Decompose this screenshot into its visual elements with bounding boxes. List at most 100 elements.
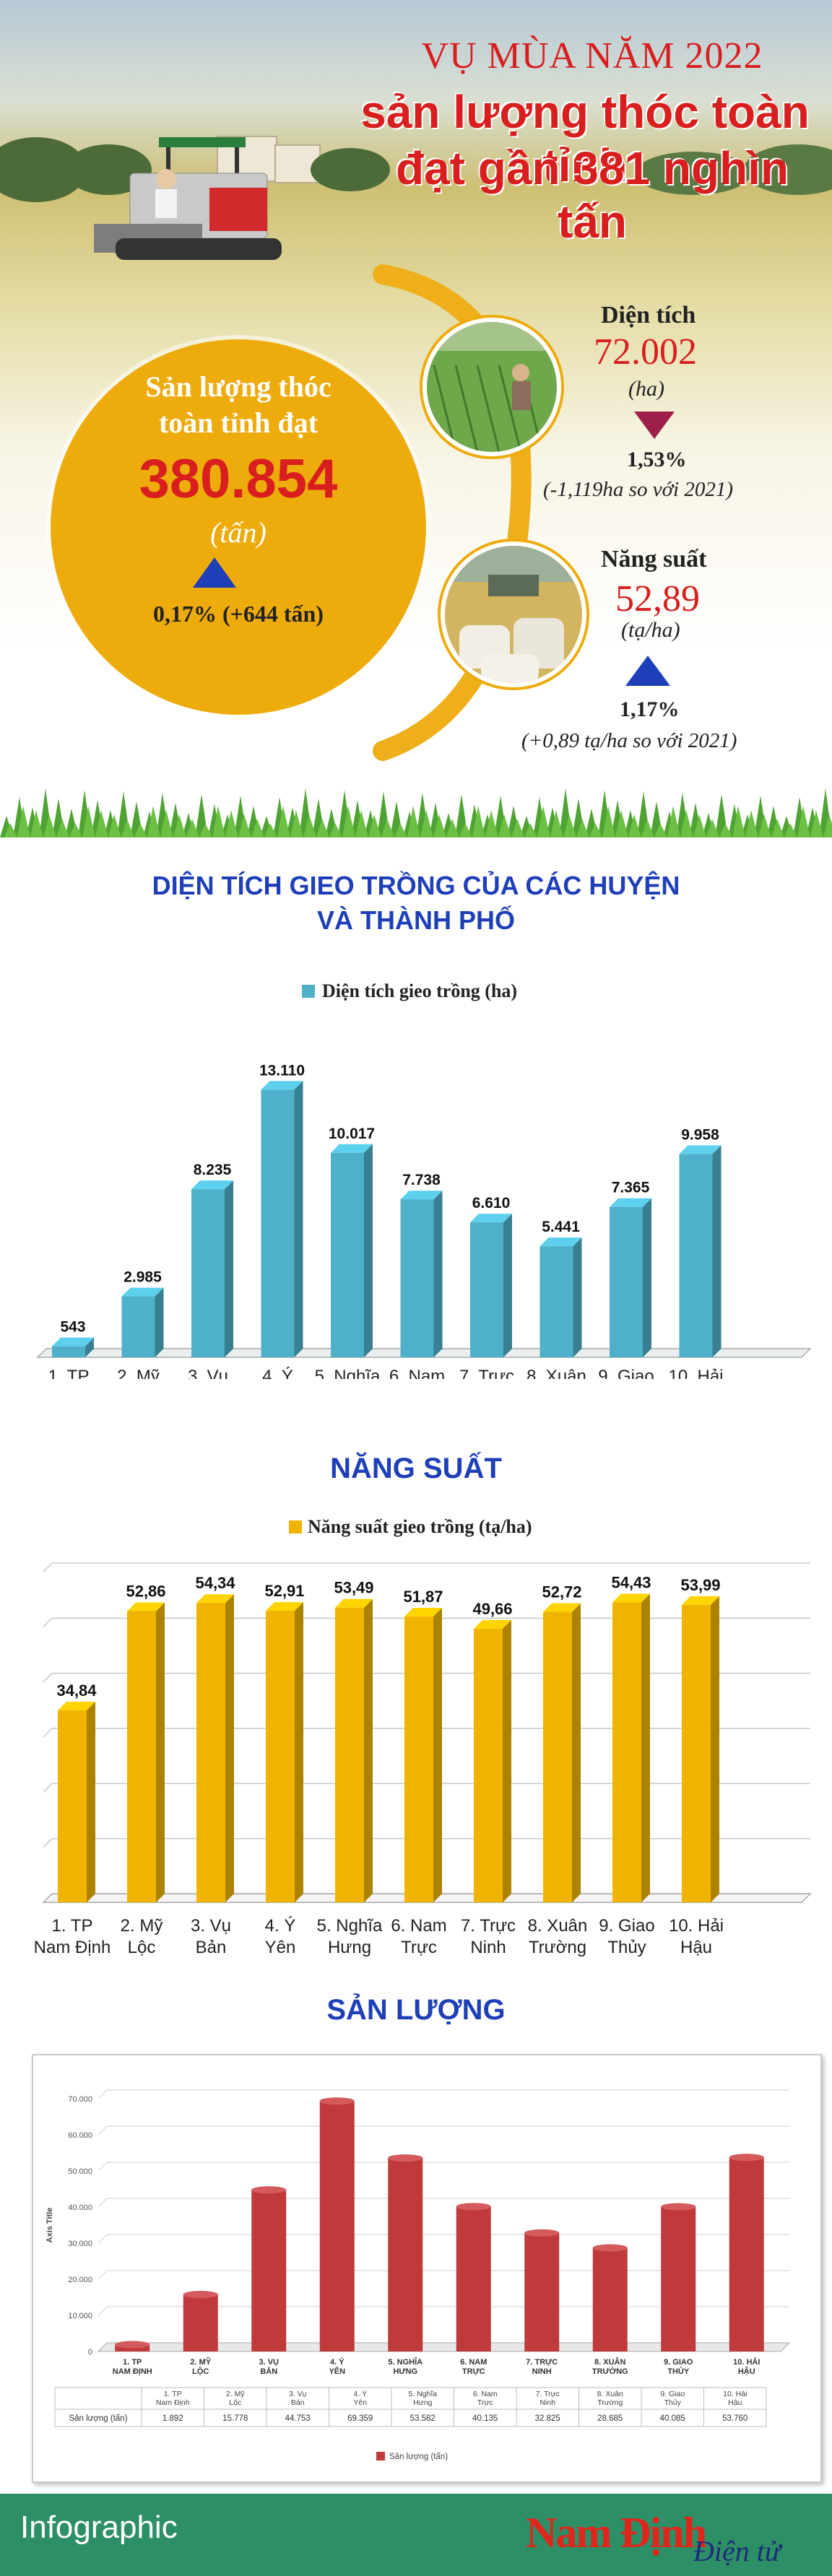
value-label: 52,86 xyxy=(126,1583,165,1601)
gridline xyxy=(43,1562,53,1572)
table-header-cell xyxy=(329,2387,392,2410)
bar-top xyxy=(261,1081,303,1090)
bar-10 xyxy=(729,2154,764,2351)
bar-top xyxy=(127,1602,165,1611)
table-value-cell xyxy=(329,2409,392,2427)
bar-8 xyxy=(543,1611,572,1902)
bar-6 xyxy=(404,1616,433,1902)
value-label: 13.110 xyxy=(259,1062,305,1079)
gridline xyxy=(43,1617,53,1627)
value-label: 543 xyxy=(60,1319,85,1336)
table-header-label: 8. Xuân Trường xyxy=(597,2390,623,2407)
output-bar-chart: 0 10.000 20.000 30.000 40.000 50.000 60.000 70.… xyxy=(46,2089,791,2461)
bar-top xyxy=(400,1191,443,1200)
gridline xyxy=(98,2234,108,2244)
bar-top xyxy=(183,2291,218,2299)
area-section-title-1: DIỆN TÍCH GIEO TRỒNG CỦA CÁC HUYỆN xyxy=(152,871,680,900)
table-header-label: 2. Mỹ Lộc xyxy=(226,2390,245,2407)
bar-side xyxy=(711,1596,719,1902)
bar-side xyxy=(225,1594,234,1902)
logo-text: Nam Định xyxy=(526,2509,707,2557)
yield-section-title: NĂNG SUẤT xyxy=(330,1453,502,1484)
y-tick-label: 20.000 xyxy=(68,2276,92,2284)
bar-side xyxy=(433,1608,442,1902)
bar-side xyxy=(503,1214,512,1357)
summary-unit: (tấn) xyxy=(210,516,266,549)
bar-top xyxy=(319,2097,355,2105)
category-label: 8. XUÂN TRƯỜNG xyxy=(592,2357,628,2376)
down-triangle-icon xyxy=(634,412,675,439)
bar-2 xyxy=(127,1611,156,1902)
bar-7 xyxy=(470,1222,503,1357)
value-label: 53,49 xyxy=(334,1579,373,1597)
production-summary-circle: Sản lượng thóc toàn tỉnh đạt 380.854 (tấ… xyxy=(51,339,426,715)
y-tick-label: 70.000 xyxy=(68,2095,92,2104)
bar-side xyxy=(572,1603,581,1902)
category-label: 9. GIAO THỦY xyxy=(664,2358,693,2376)
table-header-label: 9. Giao Thủy xyxy=(660,2390,685,2407)
value-label: 51,87 xyxy=(403,1588,443,1606)
gridline xyxy=(98,2125,108,2136)
bar-side xyxy=(364,1144,373,1357)
gridline xyxy=(43,1673,53,1683)
table-value: 53.760 xyxy=(722,2414,748,2423)
gridline xyxy=(43,1728,53,1738)
bar-top xyxy=(661,2203,696,2211)
gridline xyxy=(98,2306,108,2316)
bar-top xyxy=(679,1145,722,1154)
table-header-cell xyxy=(641,2387,704,2410)
table-value: 69.359 xyxy=(347,2414,373,2423)
bar-top xyxy=(388,2154,423,2162)
bar-5 xyxy=(335,1607,364,1902)
bar-2 xyxy=(121,1296,155,1357)
bar-side xyxy=(87,1702,95,1902)
bar-7 xyxy=(524,2229,560,2351)
bar-side xyxy=(156,1602,165,1902)
bar-5 xyxy=(388,2154,423,2351)
table-value: 40.085 xyxy=(660,2414,685,2423)
bar-side xyxy=(503,1619,511,1902)
value-label: 7.365 xyxy=(612,1180,650,1196)
bar-top xyxy=(196,1594,234,1604)
summary-value: 380.854 xyxy=(139,448,338,510)
table-header-label: 6. Nam Trực xyxy=(473,2390,498,2407)
grass-decoration xyxy=(0,788,832,837)
bar-7 xyxy=(474,1628,503,1902)
output-chart-frame: 0 10.000 20.000 30.000 40.000 50.000 60.000 70.… xyxy=(32,2054,822,2483)
bar-top xyxy=(474,1619,511,1629)
category-label: 5. NGHĨA HƯNG xyxy=(388,2357,422,2376)
bar-top xyxy=(58,1702,95,1711)
area-unit: (ha) xyxy=(628,377,664,401)
table-value-cell xyxy=(141,2409,204,2427)
up-triangle-icon xyxy=(193,557,236,588)
table-value: 15.778 xyxy=(222,2414,248,2423)
table-value-cell xyxy=(391,2409,454,2427)
yield-note: (+0,89 tạ/ha so với 2021) xyxy=(521,729,737,752)
category-label: 1. TP NAM ĐỊNH xyxy=(113,2358,152,2376)
bar-3 xyxy=(196,1603,225,1902)
bar-1 xyxy=(58,1710,87,1902)
logo-subtext: Điện tử xyxy=(693,2535,781,2567)
table-header-label: 5. Nghĩa Hưng xyxy=(408,2390,437,2407)
table-row-label: Sản lượng (tấn) xyxy=(69,2414,127,2423)
output-section-title: SẢN LƯỢNG xyxy=(326,1994,506,2026)
bar-side xyxy=(364,1598,373,1902)
gridline xyxy=(98,2162,108,2172)
table-header-label: 1. TP Nam Định xyxy=(156,2390,190,2407)
bar-top xyxy=(592,2244,628,2252)
legend-swatch xyxy=(376,2452,385,2460)
category-label: 6. NAM TRỰC xyxy=(460,2358,487,2376)
gridline xyxy=(98,2089,108,2099)
value-label: 9.958 xyxy=(681,1126,719,1143)
value-label: 5.441 xyxy=(542,1219,580,1235)
table-header-cell xyxy=(391,2387,454,2410)
bar-side xyxy=(155,1287,164,1357)
